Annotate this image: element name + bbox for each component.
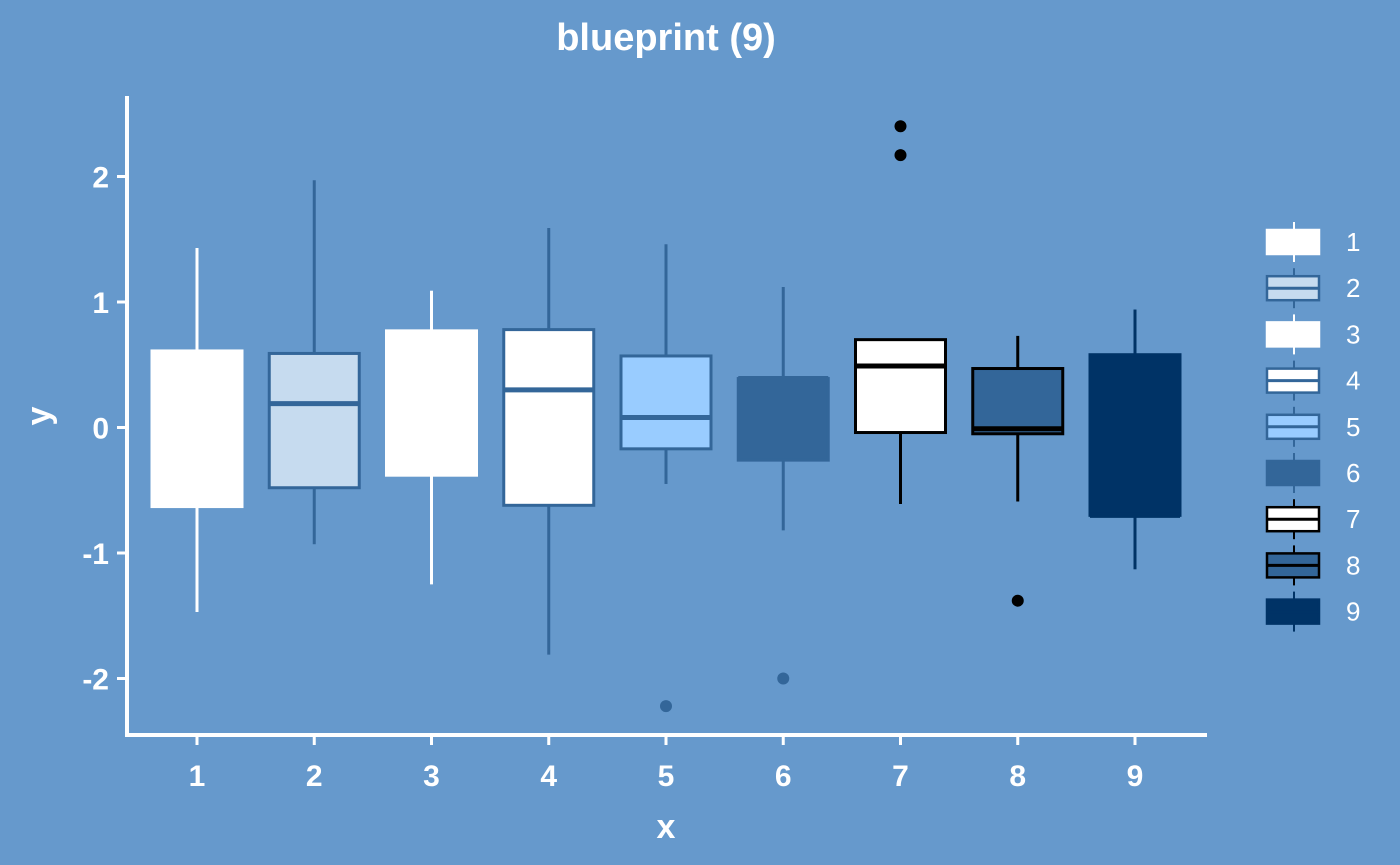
- box-group-2: [267, 180, 361, 545]
- legend-item-9: 9: [1265, 591, 1360, 632]
- legend-item-4: 4: [1265, 360, 1360, 401]
- legend-label: 1: [1346, 227, 1360, 257]
- legend-label: 9: [1346, 597, 1360, 627]
- box: [854, 338, 947, 435]
- legend-item-2: 2: [1265, 268, 1360, 309]
- box: [385, 329, 478, 477]
- outlier-point: [894, 120, 907, 133]
- y-tick-label: 2: [92, 162, 109, 195]
- legend-item-5: 5: [1265, 406, 1360, 447]
- x-tick-label: 6: [775, 760, 792, 793]
- outlier-point: [894, 149, 907, 162]
- x-tick-label: 9: [1127, 760, 1144, 793]
- box-group-4: [502, 227, 596, 655]
- legend-item-3: 3: [1265, 314, 1360, 355]
- box-group-1: [150, 248, 244, 612]
- outlier-point: [777, 672, 790, 685]
- box-group-9: [1088, 309, 1182, 570]
- box: [150, 349, 244, 509]
- y-tick-label: 0: [92, 413, 109, 446]
- box: [1088, 353, 1182, 517]
- legend-label: 7: [1346, 504, 1360, 534]
- legend: 1 2 3 4 5 6 7 8 9: [1265, 222, 1360, 632]
- x-tick-label: 5: [658, 760, 675, 793]
- y-axis-label: y: [20, 406, 58, 425]
- legend-label: 6: [1346, 458, 1360, 488]
- box: [971, 367, 1065, 436]
- y-tick-label: 1: [92, 287, 109, 320]
- x-tick-label: 7: [892, 760, 909, 793]
- box-group-5: [619, 244, 713, 713]
- axes: -2 -1 0 1 2 1 2 3 4 5 6 7 8 9: [82, 96, 1207, 793]
- x-tick-label: 8: [1009, 760, 1026, 793]
- x-axis-label: x: [657, 808, 676, 846]
- legend-label: 5: [1346, 412, 1360, 442]
- chart-title: blueprint (9): [556, 17, 776, 59]
- legend-label: 8: [1346, 550, 1360, 580]
- y-tick-label: -2: [82, 664, 109, 697]
- x-tick-label: 3: [423, 760, 440, 793]
- legend-item-6: 6: [1265, 453, 1360, 493]
- box: [267, 351, 361, 490]
- box-group-3: [385, 290, 478, 585]
- legend-item-7: 7: [1265, 499, 1360, 540]
- legend-label: 3: [1346, 319, 1360, 349]
- x-tick-label: 2: [306, 760, 323, 793]
- legend-label: 4: [1346, 366, 1360, 396]
- x-tick-label: 1: [189, 760, 206, 793]
- box: [619, 354, 713, 451]
- x-tick-label: 4: [540, 760, 557, 793]
- box-group-8: [971, 335, 1065, 607]
- legend-label: 2: [1346, 273, 1360, 303]
- box: [502, 328, 596, 507]
- boxes: [150, 120, 1182, 713]
- outlier-point: [660, 700, 672, 713]
- legend-item-8: 8: [1265, 545, 1360, 586]
- outlier-point: [1011, 594, 1024, 607]
- y-tick-label: -1: [82, 538, 109, 571]
- legend-item-1: 1: [1265, 222, 1360, 262]
- box: [736, 377, 830, 462]
- box-group-7: [854, 120, 947, 505]
- box-group-6: [736, 286, 830, 685]
